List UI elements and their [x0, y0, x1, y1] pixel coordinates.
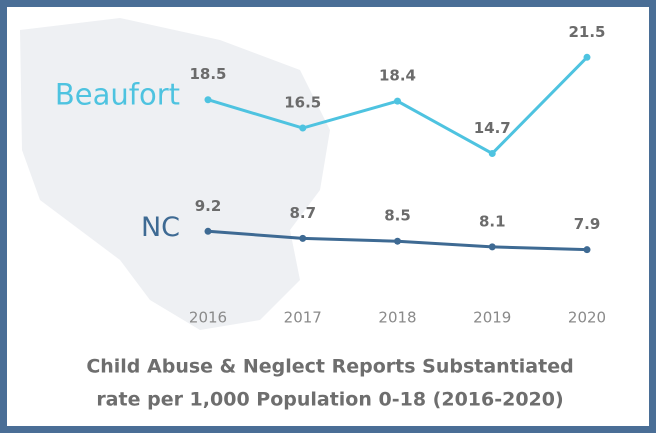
point	[299, 234, 307, 242]
point	[204, 227, 212, 235]
data-label: 21.5	[568, 23, 605, 41]
data-label: 16.5	[284, 94, 321, 112]
data-label: 14.7	[474, 119, 511, 137]
point	[488, 149, 496, 157]
point	[583, 246, 591, 254]
x-tick-label: 2016	[189, 309, 227, 327]
x-tick-label: 2020	[568, 309, 606, 327]
x-tick-label: 2018	[378, 309, 416, 327]
chart-subtitle: rate per 1,000 Population 0-18 (2016-202…	[96, 389, 563, 411]
point	[394, 237, 401, 245]
series-label: NC	[141, 212, 180, 243]
data-label: 8.5	[384, 207, 411, 225]
point	[488, 243, 496, 251]
data-label: 8.1	[479, 212, 506, 230]
data-label: 18.4	[379, 67, 416, 85]
map-shape	[20, 18, 330, 330]
point	[204, 96, 212, 104]
data-label: 8.7	[289, 204, 316, 222]
x-tick-label: 2019	[473, 309, 511, 327]
point	[299, 124, 307, 132]
data-label: 9.2	[195, 197, 222, 215]
x-tick-label: 2017	[284, 309, 322, 327]
series-label: Beaufort	[55, 78, 180, 112]
data-label: 18.5	[189, 65, 226, 83]
point	[583, 53, 591, 61]
point	[394, 97, 401, 105]
chart-title: Child Abuse & Neglect Reports Substantia…	[86, 356, 573, 378]
data-label: 7.9	[574, 215, 601, 233]
